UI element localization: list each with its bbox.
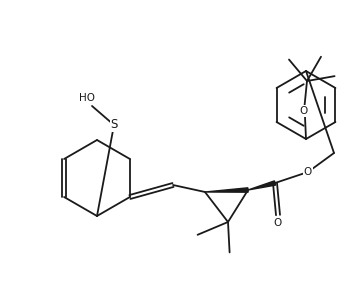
Polygon shape [248, 181, 275, 190]
Text: S: S [110, 119, 118, 131]
Text: HO: HO [79, 93, 95, 103]
Text: O: O [300, 106, 308, 116]
Polygon shape [205, 188, 248, 192]
Text: O: O [274, 218, 282, 228]
Text: O: O [304, 167, 312, 177]
